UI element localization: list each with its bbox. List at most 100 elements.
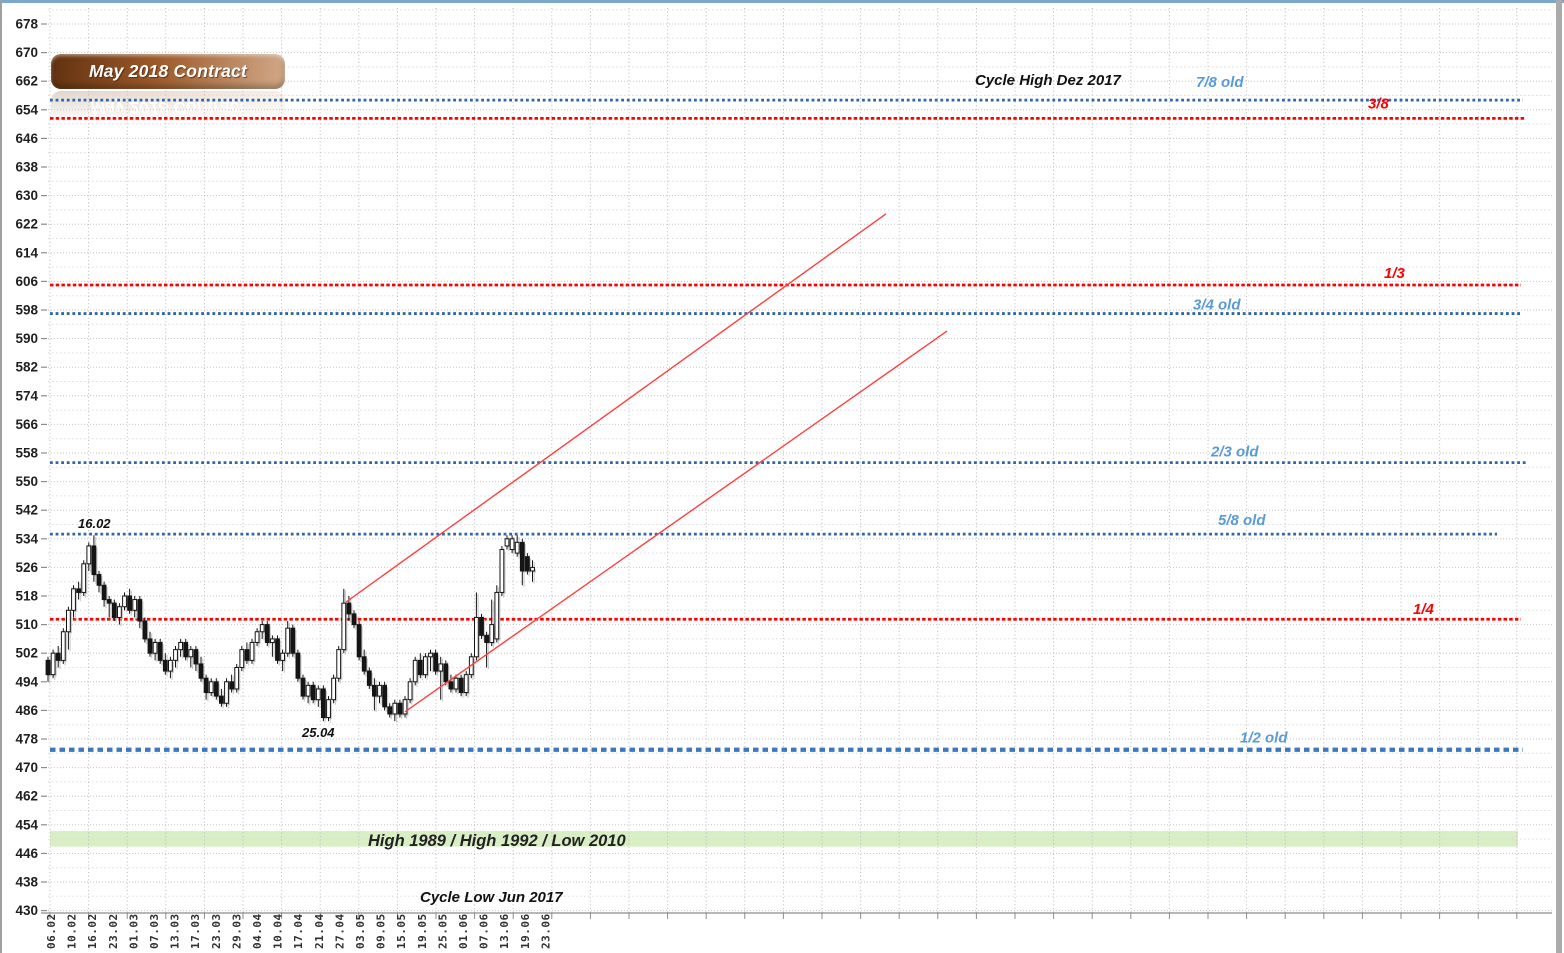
candle-up — [402, 699, 408, 715]
window-left-border — [0, 0, 2, 953]
y-axis-label: 662 — [15, 74, 38, 89]
candle-up — [326, 699, 331, 719]
window-top-border — [0, 0, 1564, 3]
y-axis-label: 606 — [15, 274, 38, 289]
x-axis-label: 19.05 — [416, 913, 429, 949]
y-axis-label: 534 — [15, 531, 38, 546]
y-axis-label: 494 — [15, 674, 38, 689]
y-axis-label: 526 — [15, 560, 38, 575]
candle-down — [147, 638, 153, 654]
candle-up — [254, 631, 260, 643]
candle-down — [346, 602, 352, 615]
candle-up — [234, 667, 240, 690]
level-label-2-3-old: 2/3 old — [1210, 444, 1259, 461]
candle-up — [249, 641, 255, 661]
contract-badge-label: May 2018 Contract — [88, 61, 248, 81]
y-axis-label: 670 — [15, 45, 38, 60]
candle-down — [300, 677, 306, 697]
x-axis-label: 29.03 — [230, 913, 243, 949]
candle-up — [438, 663, 444, 672]
x-axis-label: 15.05 — [395, 913, 408, 949]
candle-down — [193, 649, 199, 665]
annotation-swing-high-date: 16.02 — [78, 516, 111, 531]
y-axis-label: 598 — [15, 303, 38, 318]
candle-down — [458, 677, 464, 694]
x-axis-label: 17.04 — [292, 913, 305, 949]
y-axis-label: 510 — [15, 617, 38, 632]
candle-up — [81, 563, 87, 593]
candle-up — [341, 602, 347, 651]
x-axis-label: 25.05 — [436, 913, 449, 949]
level-label-1-3: 1/3 — [1384, 265, 1406, 282]
candle-up — [504, 538, 510, 547]
y-axis-label: 486 — [15, 703, 38, 718]
candle-down — [96, 574, 102, 586]
candle-up — [60, 631, 66, 661]
y-axis-label: 614 — [15, 245, 38, 260]
candle-up — [188, 649, 194, 658]
level-label-1-4: 1/4 — [1413, 601, 1435, 618]
candle-down — [111, 602, 117, 618]
candle-up — [514, 541, 520, 554]
y-axis-label: 550 — [15, 474, 38, 489]
candle-down — [76, 588, 81, 593]
candle-up — [239, 649, 245, 668]
y-axis-label: 646 — [15, 131, 38, 146]
candle-down — [310, 684, 316, 701]
candle-up — [499, 549, 505, 593]
candle-up — [168, 659, 173, 672]
y-axis-label: 558 — [15, 446, 38, 461]
candle-up — [259, 624, 265, 633]
candle-up — [407, 681, 413, 701]
y-axis-label: 566 — [15, 417, 38, 432]
x-axis-label: 23.06 — [539, 913, 552, 949]
x-axis-label: 23.03 — [210, 913, 223, 949]
candle-down — [295, 652, 301, 679]
candle-up — [428, 652, 433, 658]
x-axis-label: 13.03 — [169, 913, 182, 949]
candle-up — [463, 674, 469, 694]
y-axis-label: 654 — [15, 102, 38, 117]
candle-down — [397, 702, 403, 715]
candle-up — [412, 659, 418, 683]
candle-down — [55, 652, 61, 661]
trend-channel-line — [345, 213, 887, 603]
candle-down — [45, 659, 51, 676]
x-axis-label: 10.02 — [66, 913, 79, 949]
candle-down — [157, 641, 163, 661]
x-axis-label: 04.04 — [251, 913, 264, 949]
candle-up — [489, 624, 495, 643]
candle-up — [509, 538, 515, 551]
level-label-5-8-old: 5/8 old — [1218, 512, 1266, 529]
candle-down — [525, 556, 530, 572]
candle-down — [142, 620, 148, 640]
candle-down — [387, 706, 393, 715]
candle-up — [208, 681, 214, 694]
candle-up — [336, 649, 342, 679]
contract-badge: May 2018 Contract — [51, 54, 285, 89]
x-axis-label: 07.06 — [478, 913, 491, 949]
candle-up — [453, 677, 459, 690]
x-axis-label: 09.05 — [375, 913, 388, 949]
candle-down — [264, 624, 270, 643]
x-axis-label: 01.06 — [457, 913, 470, 949]
y-axis-label: 478 — [15, 732, 38, 747]
candle-up — [392, 702, 398, 715]
candle-down — [213, 681, 219, 697]
candle-down — [203, 677, 209, 694]
candle-down — [361, 656, 367, 672]
candle-up — [530, 566, 535, 572]
candle-down — [484, 634, 490, 643]
candle-up — [224, 681, 229, 704]
y-axis-label: 430 — [15, 903, 38, 918]
candle-up — [66, 609, 71, 633]
candle-up — [50, 652, 56, 676]
candle-down — [443, 663, 449, 683]
y-axis-label: 678 — [15, 17, 38, 32]
y-axis-label: 454 — [15, 817, 38, 832]
y-axis-label: 502 — [15, 646, 38, 661]
candle-up — [285, 627, 291, 654]
candle-down — [162, 659, 168, 672]
